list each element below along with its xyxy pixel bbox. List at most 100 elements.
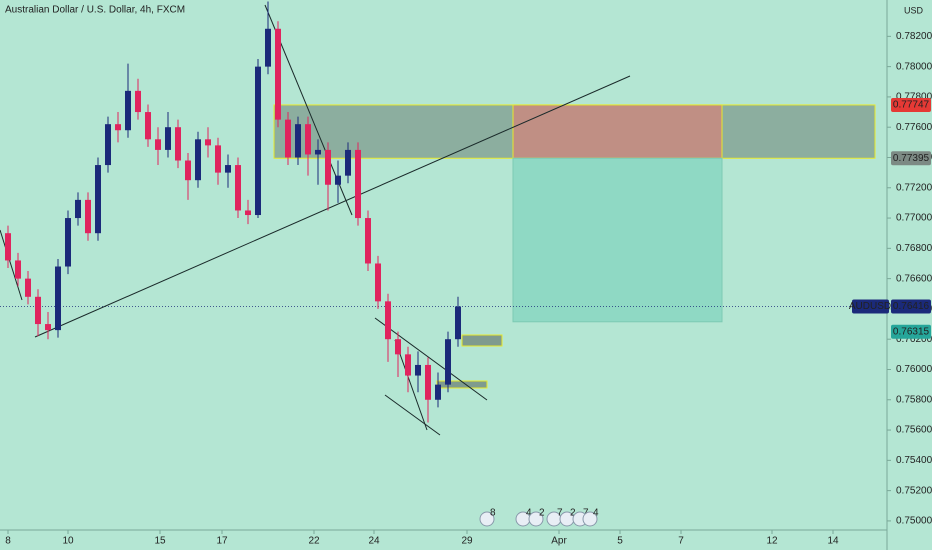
y-tick-label: 0.75800 [896, 394, 932, 405]
x-tick-label: 10 [62, 536, 74, 547]
event-icon [582, 511, 598, 527]
y-tick-label: 0.78200 [896, 31, 932, 42]
candle-body [55, 266, 61, 331]
x-tick-label: 24 [368, 536, 380, 547]
candle-body [265, 28, 271, 67]
y-tick-label: 0.76200 [896, 334, 932, 345]
candle-body [35, 296, 41, 325]
candle-body [345, 149, 351, 176]
y-tick-label: 0.75200 [896, 485, 932, 496]
candle-body [295, 124, 301, 158]
event-label: 2 [570, 508, 576, 519]
candle-body [135, 90, 141, 113]
y-tick-label: 0.78000 [896, 61, 932, 72]
candle-body [235, 165, 241, 211]
y-tick-label: 0.76800 [896, 243, 932, 254]
x-tick-label: 15 [154, 536, 166, 547]
price-label-bg [891, 151, 931, 166]
price-label: 0.76315 [893, 326, 930, 337]
candle-body [455, 306, 461, 340]
y-tick-label: 0.76000 [896, 364, 932, 375]
currency: USD [904, 5, 924, 15]
event-label: 2 [539, 508, 545, 519]
event-icon [528, 511, 544, 527]
price-label: 0.77747 [893, 100, 930, 111]
candle-body [105, 124, 111, 166]
risk-box [512, 104, 723, 159]
candle-body [165, 127, 171, 150]
candle-body [85, 199, 91, 234]
x-tick-label: 5 [617, 536, 623, 547]
candle-body [205, 139, 211, 146]
candle-body [185, 160, 191, 181]
price-label: 0.76416 [893, 301, 930, 312]
x-tick-label: 22 [308, 536, 320, 547]
candle-body [15, 260, 21, 279]
y-tick-label: 0.77200 [896, 182, 932, 193]
event-label: 4 [593, 508, 599, 519]
event-label: 8 [490, 508, 496, 519]
candle-body [65, 218, 71, 267]
candle-body [445, 339, 451, 385]
event-icon [479, 511, 495, 527]
candle-body [325, 149, 331, 185]
candle-body [75, 199, 81, 219]
y-tick-label: 0.76600 [896, 273, 932, 284]
candle-body [275, 28, 281, 120]
symbol-label: AUDUSD [849, 301, 891, 312]
x-tick-label: 29 [461, 536, 473, 547]
candle-body [385, 301, 391, 340]
y-tick-label: 0.75600 [896, 425, 932, 436]
candle-body [395, 339, 401, 355]
candle-body [125, 90, 131, 131]
small-zone [436, 380, 488, 389]
price-label-bg [891, 97, 931, 112]
candle-body [155, 139, 161, 150]
candle-body [435, 384, 441, 400]
candle-body [375, 263, 381, 302]
candle-body [245, 210, 251, 216]
candle-body [45, 324, 51, 331]
candle-body [305, 124, 311, 155]
candle-body [355, 149, 361, 219]
x-tick-label: 12 [766, 536, 778, 547]
chart-title: Australian Dollar / U.S. Dollar, 4h, FXC… [5, 5, 185, 16]
x-tick-label: 8 [5, 536, 11, 547]
candle-body [415, 364, 421, 376]
price-label: 0.77395 [893, 153, 930, 164]
candle-body [225, 165, 231, 173]
candle-body [255, 66, 261, 216]
candle-body [145, 112, 151, 140]
candle-body [215, 145, 221, 173]
x-tick-label: 7 [678, 536, 684, 547]
price-label-bg [891, 299, 931, 314]
small-zone [461, 334, 503, 347]
candle-body [365, 218, 371, 264]
candle-body [115, 124, 121, 131]
candle-body [285, 119, 291, 158]
symbol-bg [852, 299, 889, 314]
trendline [34, 75, 631, 338]
trendline [0, 229, 23, 301]
candle-body [5, 233, 11, 261]
y-tick-label: 0.77600 [896, 122, 932, 133]
candle-body [175, 127, 181, 161]
x-tick-label: Apr [551, 536, 567, 547]
candle-body [425, 364, 431, 400]
candle-body [195, 139, 201, 181]
x-tick-label: 17 [216, 536, 228, 547]
y-tick-label: 0.77000 [896, 213, 932, 224]
event-label: 4 [526, 508, 532, 519]
trendline [394, 339, 428, 431]
reward-box [512, 157, 723, 323]
candle-body [25, 278, 31, 297]
trendline [384, 394, 441, 436]
y-tick-label: 0.75000 [896, 516, 932, 527]
candle-body [95, 165, 101, 234]
y-tick-label: 0.77800 [896, 92, 932, 103]
event-label: 7 [557, 508, 563, 519]
y-tick-label: 0.75400 [896, 455, 932, 466]
candle-body [315, 149, 321, 155]
